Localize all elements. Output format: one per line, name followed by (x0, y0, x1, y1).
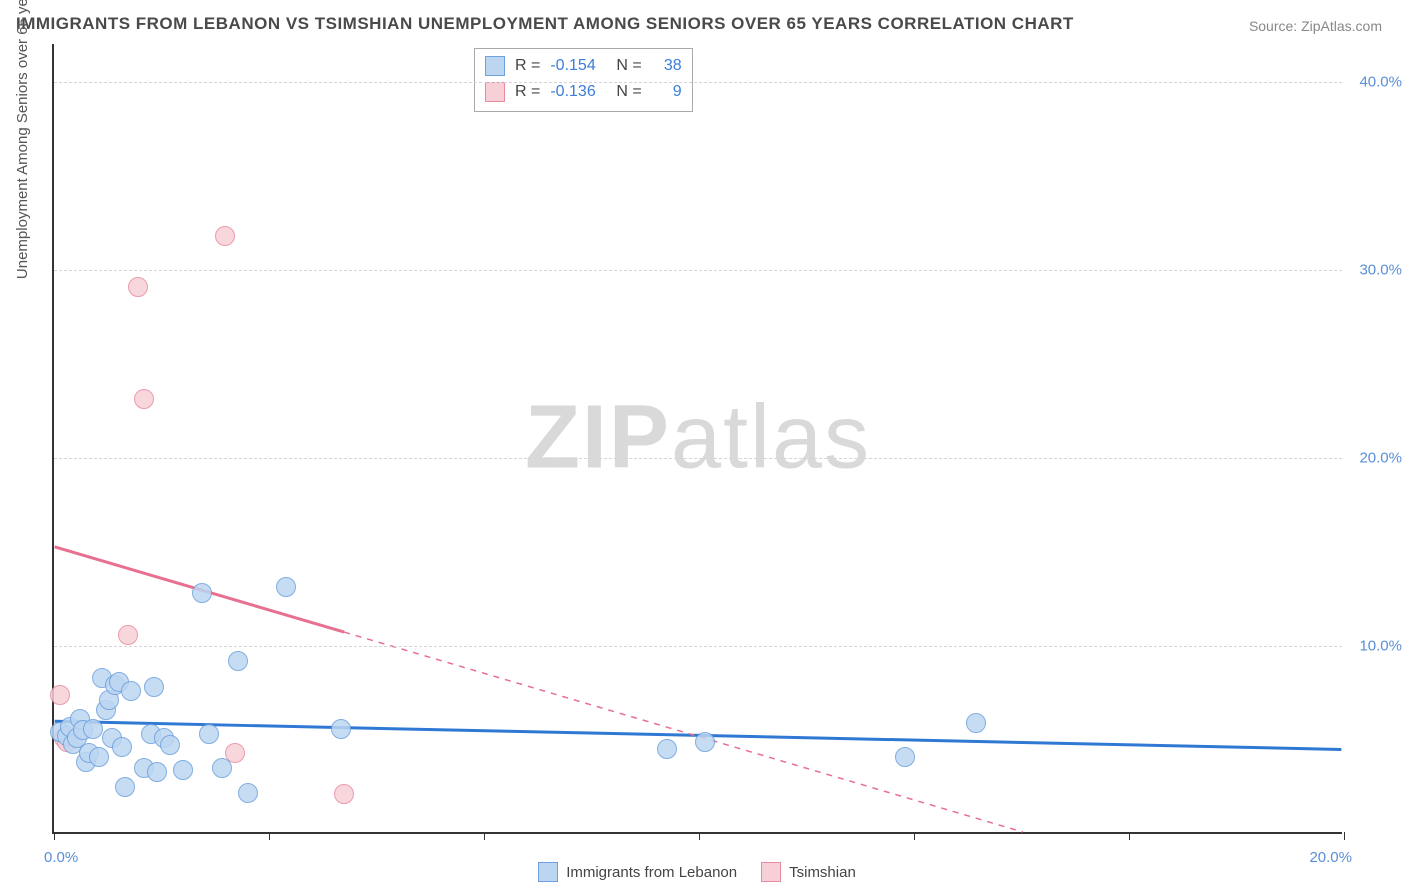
scatter-point (83, 719, 103, 739)
scatter-point (89, 747, 109, 767)
scatter-point (966, 713, 986, 733)
scatter-point (147, 762, 167, 782)
x-tick (1129, 832, 1130, 840)
x-tick (484, 832, 485, 840)
scatter-point (128, 277, 148, 297)
legend-item: Tsimshian (761, 862, 856, 882)
bottom-legend: Immigrants from Lebanon Tsimshian (52, 862, 1342, 882)
source-attribution: Source: ZipAtlas.com (1249, 18, 1382, 34)
y-tick-label: 40.0% (1359, 73, 1402, 90)
x-tick (1344, 832, 1345, 840)
gridline-h (54, 646, 1342, 647)
scatter-point (238, 783, 258, 803)
y-axis-title: Unemployment Among Seniors over 65 years (14, 0, 31, 279)
source-name: ZipAtlas.com (1301, 18, 1382, 34)
legend-swatch (761, 862, 781, 882)
legend-swatch (485, 56, 505, 76)
scatter-point (192, 583, 212, 603)
scatter-point (895, 747, 915, 767)
stats-row: R = -0.136 N = 9 (485, 79, 682, 105)
y-tick-label: 30.0% (1359, 261, 1402, 278)
scatter-point (331, 719, 351, 739)
n-value: 9 (652, 83, 682, 101)
gridline-h (54, 458, 1342, 459)
x-tick (54, 832, 55, 840)
r-value: -0.136 (550, 83, 606, 101)
scatter-point (121, 681, 141, 701)
r-label: R = (515, 57, 540, 75)
legend-swatch (485, 82, 505, 102)
scatter-point (134, 389, 154, 409)
scatter-point (160, 735, 180, 755)
legend-swatch (538, 862, 558, 882)
scatter-point (212, 758, 232, 778)
plot-area: ZIPatlas R =-0.154N =38R =-0.136N =9 0.0… (52, 44, 1342, 834)
n-label: N = (616, 83, 641, 101)
legend-label: Tsimshian (789, 864, 856, 881)
r-value: -0.154 (550, 57, 606, 75)
legend-item: Immigrants from Lebanon (538, 862, 737, 882)
gridline-h (54, 82, 1342, 83)
scatter-point (334, 784, 354, 804)
legend-label: Immigrants from Lebanon (566, 864, 737, 881)
stats-box: R = -0.154 N = 38 R = -0.136 N = 9 (474, 48, 693, 112)
scatter-point (115, 777, 135, 797)
x-tick (269, 832, 270, 840)
chart-title: IMMIGRANTS FROM LEBANON VS TSIMSHIAN UNE… (16, 14, 1074, 34)
scatter-point (144, 677, 164, 697)
scatter-point (276, 577, 296, 597)
x-tick (699, 832, 700, 840)
scatter-point (657, 739, 677, 759)
n-label: N = (616, 57, 641, 75)
gridline-h (54, 270, 1342, 271)
n-value: 38 (652, 57, 682, 75)
scatter-point (215, 226, 235, 246)
x-tick (914, 832, 915, 840)
y-tick-label: 20.0% (1359, 449, 1402, 466)
scatter-point (199, 724, 219, 744)
scatter-point (118, 625, 138, 645)
scatter-point (112, 737, 132, 757)
trend-lines-svg (54, 44, 1342, 832)
trend-line-dashed (344, 632, 1023, 832)
scatter-point (695, 732, 715, 752)
stats-row: R = -0.154 N = 38 (485, 53, 682, 79)
r-label: R = (515, 83, 540, 101)
scatter-point (50, 685, 70, 705)
scatter-point (228, 651, 248, 671)
source-label: Source: (1249, 18, 1297, 34)
y-tick-label: 10.0% (1359, 637, 1402, 654)
scatter-point (173, 760, 193, 780)
